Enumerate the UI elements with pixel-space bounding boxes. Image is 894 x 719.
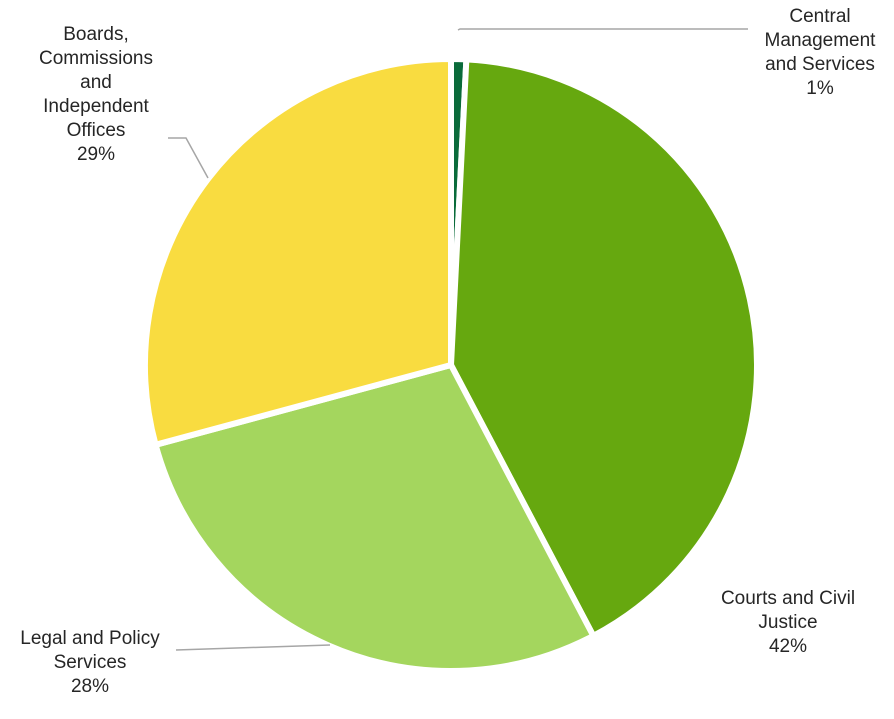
slice-percent-legal-policy: 28% xyxy=(71,676,109,697)
pie-slices xyxy=(142,55,760,674)
slice-label-line: Management xyxy=(765,30,877,51)
slice-percent-boards-commissions: 29% xyxy=(77,144,115,165)
slice-label-line: Boards, xyxy=(63,24,128,45)
slice-label-line: Justice xyxy=(758,612,817,633)
slice-label-boards-commissions: Boards, Commissions and Independent Offices 2… xyxy=(39,24,153,165)
slice-label-line: and Services xyxy=(765,54,875,75)
slice-label-line: Central xyxy=(789,6,850,27)
leader-lines xyxy=(168,28,748,651)
pie-slice-courts-civil-justice xyxy=(447,56,760,640)
slice-label-legal-policy: Legal and Policy Services 28% xyxy=(20,628,160,697)
slice-label-line: Services xyxy=(54,652,127,673)
slice-label-line: Offices xyxy=(67,120,126,141)
slice-label-line: and xyxy=(80,72,112,93)
slice-label-courts-civil-justice: Courts and Civil Justice 42% xyxy=(721,588,855,657)
slice-label-central-management: Central Management and Services 1% xyxy=(765,6,877,99)
leader-line-boards-commissions xyxy=(168,137,209,179)
leader-line-central-management xyxy=(457,28,748,31)
slice-label-line: Courts and Civil xyxy=(721,588,855,609)
pie-slice-boards-commissions xyxy=(142,55,454,449)
slice-label-line: Commissions xyxy=(39,48,153,69)
slice-labels: Central Management and Services 1% Courts an… xyxy=(20,6,876,697)
slice-label-line: Independent xyxy=(43,96,149,117)
leader-line-legal-policy xyxy=(175,644,331,651)
slice-percent-central-management: 1% xyxy=(806,78,834,99)
slice-percent-courts-civil-justice: 42% xyxy=(769,636,807,657)
slice-label-line: Legal and Policy xyxy=(20,628,160,649)
